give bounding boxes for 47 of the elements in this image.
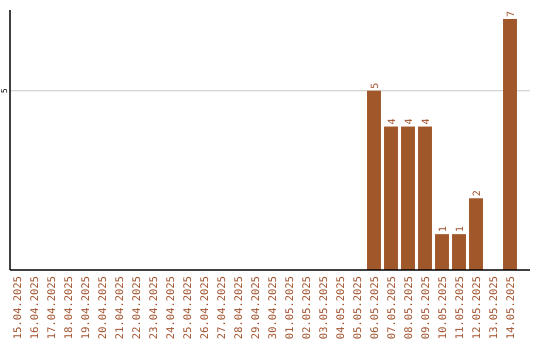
x-tick-label: 04.05.2025 [335,276,347,340]
data-label: 5 [370,82,381,89]
ref-line-label: 5 [0,88,9,94]
x-tick-label: 27.04.2025 [216,276,228,340]
x-tick-label: 20.04.2025 [97,276,109,340]
x-tick-label: 24.04.2025 [165,276,177,340]
x-tick-label: 05.05.2025 [352,276,364,340]
x-tick-label: 25.04.2025 [182,276,194,340]
x-tick-label: 21.04.2025 [114,276,126,340]
data-label: 2 [472,190,483,196]
bar [418,126,432,270]
bar [452,234,466,270]
bar [367,90,381,270]
x-tick-label: 12.05.2025 [471,276,483,340]
bar [401,126,415,270]
x-tick-label: 14.05.2025 [505,276,517,340]
x-tick-label: 19.04.2025 [80,276,92,340]
x-tick-label: 28.04.2025 [233,276,245,340]
data-label: 4 [421,118,432,125]
x-tick-label: 18.04.2025 [63,276,75,340]
x-tick-label: 16.04.2025 [29,276,41,340]
x-tick-label: 22.04.2025 [131,276,143,340]
x-tick-label: 26.04.2025 [199,276,211,340]
x-tick-label: 08.05.2025 [403,276,415,340]
x-tick-label: 01.05.2025 [284,276,296,340]
data-label: 4 [387,118,398,125]
x-tick-label: 10.05.2025 [437,276,449,340]
x-tick-label: 15.04.2025 [12,276,24,340]
data-label: 4 [404,118,415,125]
data-label: 1 [455,226,466,232]
bar [384,126,398,270]
x-tick-label: 23.04.2025 [148,276,160,340]
x-tick-label: 02.05.2025 [301,276,313,340]
bar [503,18,517,270]
x-tick-label: 06.05.2025 [369,276,381,340]
x-tick-label: 09.05.2025 [420,276,432,340]
bar [435,234,449,270]
x-tick-label: 07.05.2025 [386,276,398,340]
x-tick-label: 13.05.2025 [488,276,500,340]
x-tick-label: 29.04.2025 [250,276,262,340]
x-tick-label: 11.05.2025 [454,276,466,340]
bar [469,198,483,270]
data-label: 7 [506,10,517,17]
x-tick-label: 30.04.2025 [267,276,279,340]
data-label: 1 [438,226,449,232]
x-tick-label: 03.05.2025 [318,276,330,340]
x-tick-label: 17.04.2025 [46,276,58,340]
